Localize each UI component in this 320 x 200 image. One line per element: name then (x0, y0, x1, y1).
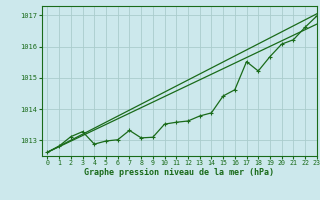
X-axis label: Graphe pression niveau de la mer (hPa): Graphe pression niveau de la mer (hPa) (84, 168, 274, 177)
